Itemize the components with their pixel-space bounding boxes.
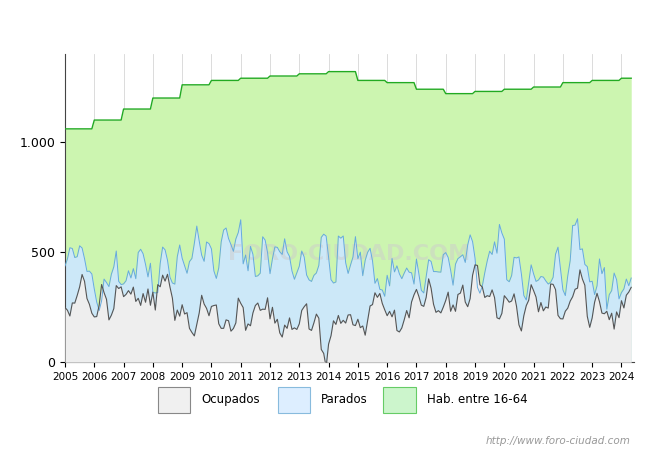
Bar bbox=[157, 387, 190, 413]
Text: Hab. entre 16-64: Hab. entre 16-64 bbox=[427, 393, 528, 406]
Text: http://www.foro-ciudad.com: http://www.foro-ciudad.com bbox=[486, 436, 630, 446]
Bar bbox=[384, 387, 416, 413]
Text: Ocupados: Ocupados bbox=[202, 393, 260, 406]
Text: Cenicientos  -  Evolucion de la poblacion en edad de Trabajar Mayo de 2024: Cenicientos - Evolucion de la poblacion … bbox=[72, 17, 578, 30]
Bar bbox=[278, 387, 311, 413]
Text: Parados: Parados bbox=[321, 393, 368, 406]
Text: FORO-CIUDAD.COM: FORO-CIUDAD.COM bbox=[228, 244, 471, 264]
